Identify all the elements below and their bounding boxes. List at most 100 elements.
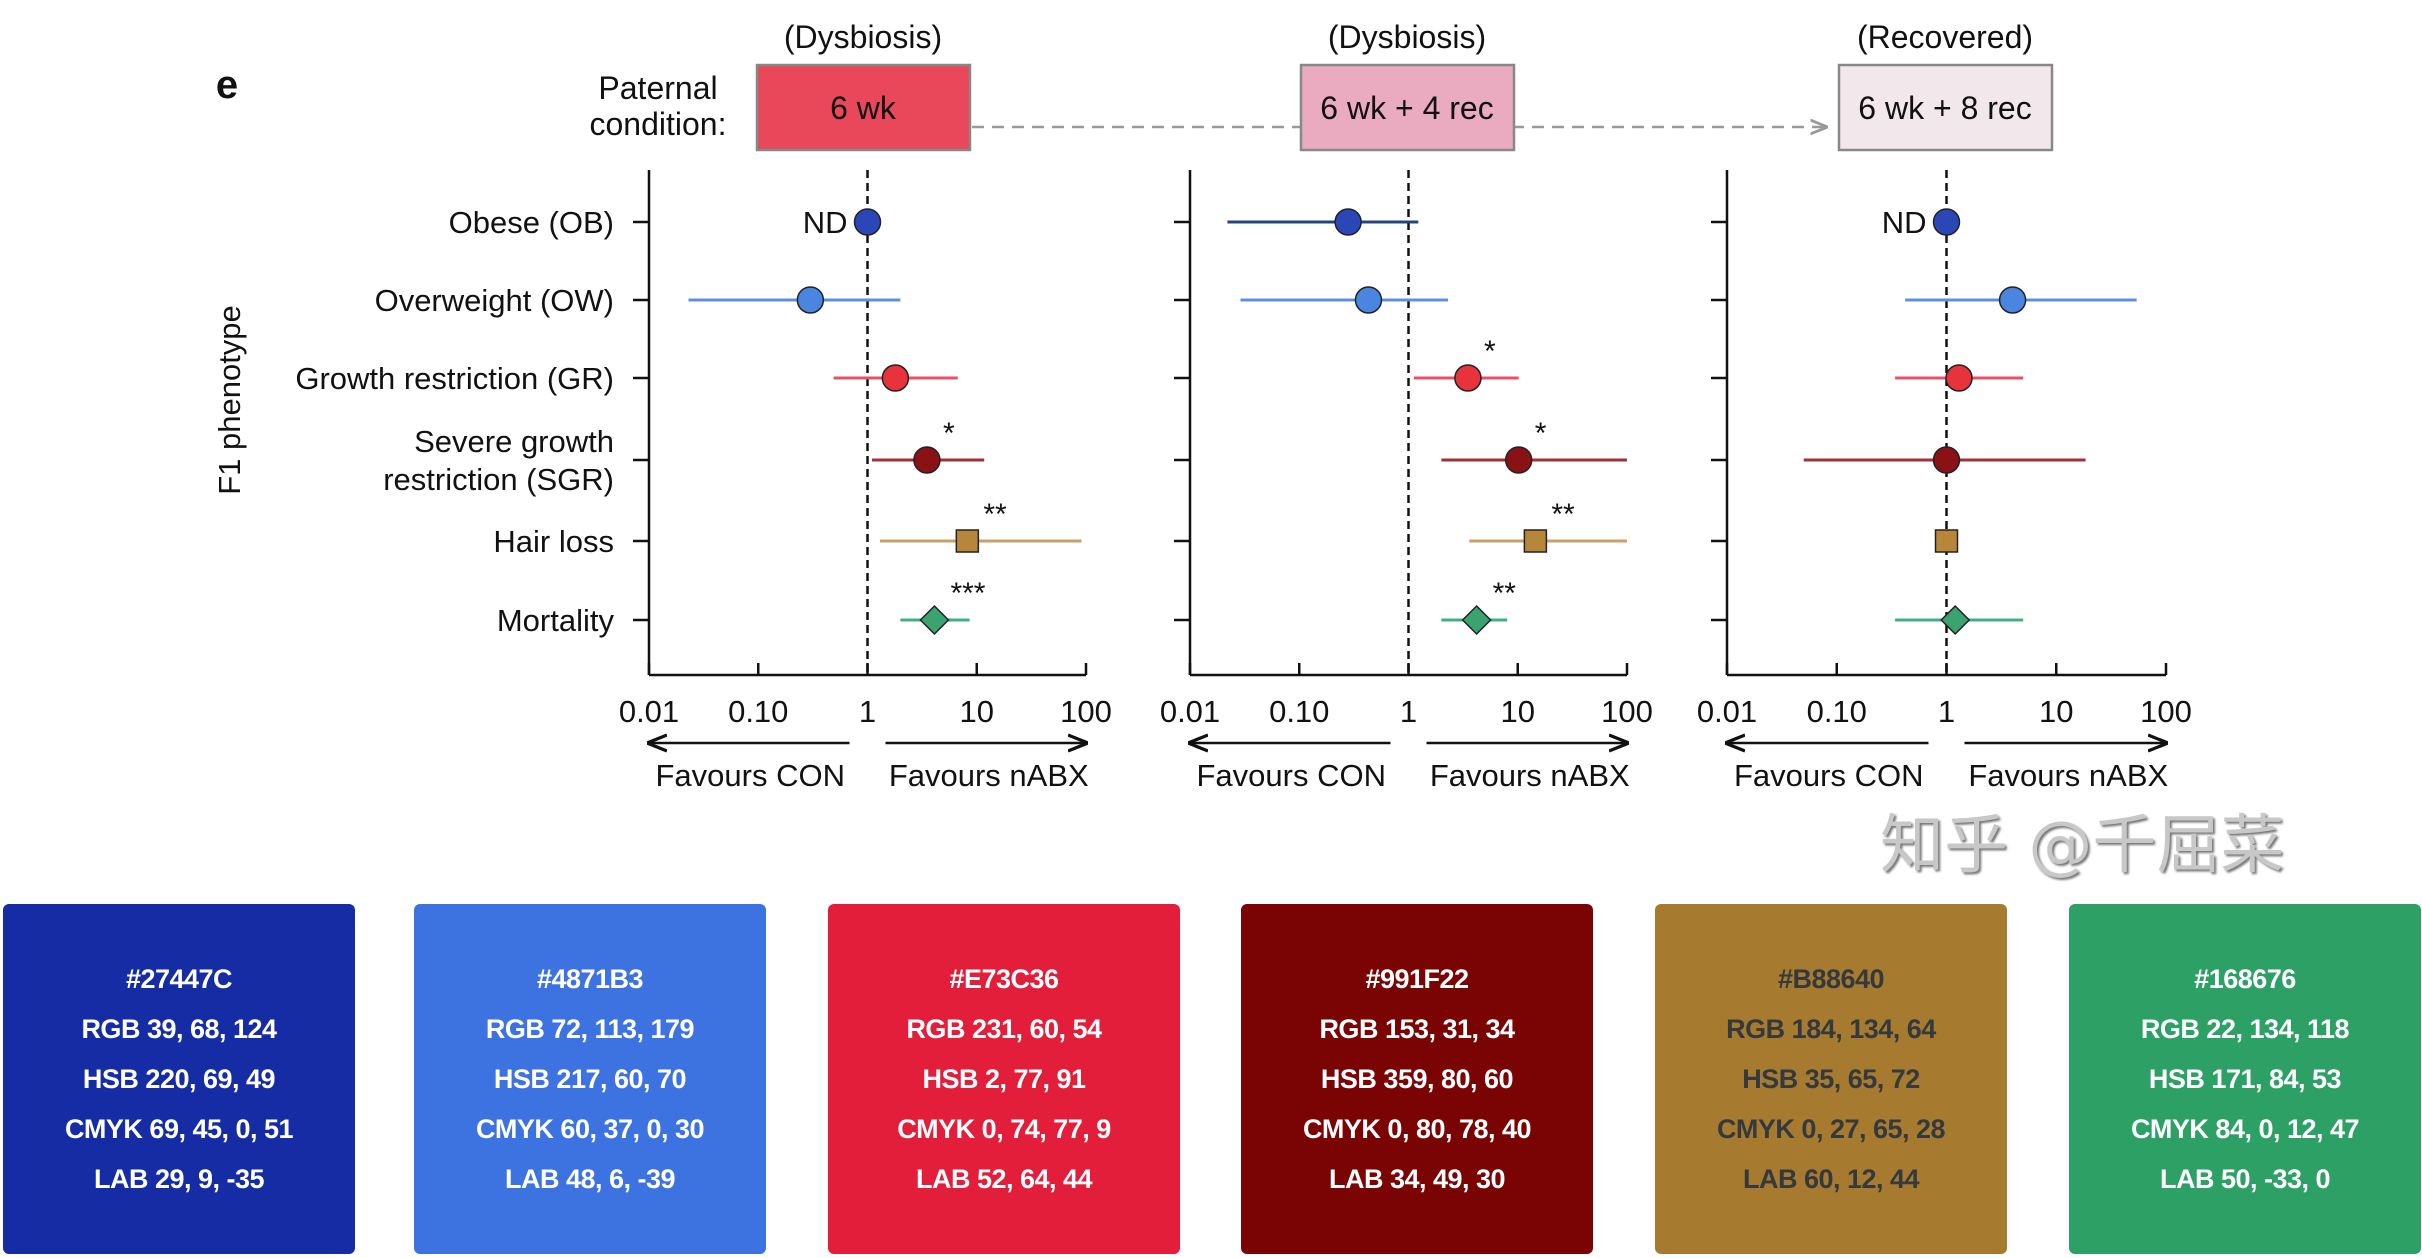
- swatch-cmyk: CMYK 0, 80, 78, 40: [1302, 1114, 1532, 1144]
- x-tick-label: 100: [2140, 694, 2192, 729]
- significance-label: **: [983, 498, 1007, 531]
- swatch-rgb: RGB 72, 113, 179: [485, 1014, 695, 1044]
- favours-con-label: Favours CON: [1197, 758, 1386, 793]
- condition-box: [1299, 63, 1516, 152]
- swatch-cmyk: CMYK 0, 74, 77, 9: [897, 1114, 1111, 1144]
- point-estimate: [1523, 529, 1548, 553]
- phenotype-label: Obese (OB): [449, 205, 614, 240]
- point-estimate: [955, 529, 980, 553]
- x-tick-label: 0.01: [1160, 694, 1220, 729]
- swatch-hex: #E73C36: [949, 964, 1059, 994]
- point-estimate: [1932, 446, 1961, 474]
- condition-box: [1837, 63, 2054, 152]
- color-swatch: #E73C36 RGB 231, 60, 54 HSB 2, 77, 91 CMYK …: [828, 904, 1180, 1254]
- favours-con-label: Favours CON: [1734, 758, 1923, 793]
- swatch-hsb: HSB 35, 65, 72: [1742, 1064, 1920, 1094]
- phenotype-label: Mortality: [497, 603, 615, 638]
- x-tick-label: 0.10: [728, 694, 788, 729]
- significance-label: **: [1493, 577, 1517, 610]
- panel-1: [633, 63, 1086, 743]
- state-label: (Recovered): [1857, 19, 2033, 55]
- panel-letter: e: [216, 63, 238, 107]
- swatch-lab: LAB 60, 12, 44: [1742, 1164, 1920, 1194]
- x-tick-label: 1: [859, 694, 876, 729]
- significance-label: ***: [950, 577, 985, 610]
- x-tick-label: 0.10: [1269, 694, 1329, 729]
- x-tick-label: 0.10: [1807, 694, 1867, 729]
- state-label: (Dysbiosis): [784, 19, 942, 55]
- phenotype-label: Overweight (OW): [375, 283, 614, 318]
- point-estimate: [1945, 364, 1973, 392]
- swatch-lab: LAB 50, -33, 0: [2159, 1164, 2331, 1194]
- swatch-hsb: HSB 359, 80, 60: [1320, 1064, 1514, 1094]
- point-estimate: [1461, 604, 1492, 636]
- significance-label: *: [1484, 335, 1496, 368]
- point-estimate: [1454, 364, 1482, 392]
- x-tick-label: 100: [1060, 694, 1112, 729]
- swatch-rgb: RGB 39, 68, 124: [81, 1014, 277, 1044]
- swatch-cmyk: CMYK 60, 37, 0, 30: [475, 1114, 705, 1144]
- panel-2: [1174, 63, 1627, 743]
- swatch-hsb: HSB 217, 60, 70: [493, 1064, 687, 1094]
- state-label: (Dysbiosis): [1328, 19, 1486, 55]
- favours-nabx-label: Favours nABX: [889, 758, 1089, 793]
- point-estimate: [919, 604, 950, 636]
- swatch-rgb: RGB 153, 31, 34: [1319, 1014, 1515, 1044]
- swatch-hsb: HSB 220, 69, 49: [82, 1064, 276, 1094]
- swatch-lab: LAB 34, 49, 30: [1328, 1164, 1506, 1194]
- favours-nabx-label: Favours nABX: [1968, 758, 2168, 793]
- nd-label: ND: [803, 205, 848, 240]
- paternal-condition-label: condition:: [590, 106, 727, 142]
- point-estimate: [1940, 604, 1971, 636]
- point-estimate: [1998, 286, 2027, 314]
- swatch-hex: #4871B3: [536, 964, 644, 994]
- swatch-lab: LAB 29, 9, -35: [93, 1164, 265, 1194]
- swatch-lab: LAB 48, 6, -39: [504, 1164, 676, 1194]
- point-estimate: [1354, 286, 1383, 314]
- significance-label: *: [943, 417, 955, 450]
- color-swatch: #B88640 RGB 184, 134, 64 HSB 35, 65, 72 CMY…: [1655, 904, 2007, 1254]
- x-tick-label: 10: [960, 694, 994, 729]
- point-estimate: [1932, 208, 1961, 236]
- favours-con-label: Favours CON: [656, 758, 845, 793]
- x-tick-label: 10: [1501, 694, 1535, 729]
- significance-label: **: [1551, 498, 1575, 531]
- point-estimate: [1334, 208, 1362, 236]
- swatch-hex: #168676: [2194, 964, 2296, 994]
- swatch-rgb: RGB 184, 134, 64: [1726, 1014, 1936, 1044]
- phenotype-label: Severe growth: [414, 424, 614, 459]
- favours-nabx-label: Favours nABX: [1430, 758, 1630, 793]
- swatch-lab: LAB 52, 64, 44: [915, 1164, 1093, 1194]
- x-tick-label: 1: [1938, 694, 1955, 729]
- condition-label: 6 wk + 4 rec: [1320, 90, 1493, 126]
- swatch-cmyk: CMYK 84, 0, 12, 47: [2130, 1114, 2360, 1144]
- x-tick-label: 1: [1400, 694, 1417, 729]
- condition-label: 6 wk: [830, 90, 897, 126]
- significance-label: *: [1535, 417, 1547, 450]
- swatch-rgb: RGB 22, 134, 118: [2140, 1014, 2350, 1044]
- color-swatch: #4871B3 RGB 72, 113, 179 HSB 217, 60, 70 CM…: [414, 904, 766, 1254]
- color-swatch: #991F22 RGB 153, 31, 34 HSB 359, 80, 60 CMY…: [1241, 904, 1593, 1254]
- x-tick-label: 10: [2039, 694, 2073, 729]
- condition-label: 6 wk + 8 rec: [1858, 90, 2031, 126]
- point-estimate: [881, 364, 910, 392]
- nd-label: ND: [1882, 205, 1927, 240]
- swatch-hex: #991F22: [1365, 964, 1469, 994]
- swatch-hsb: HSB 2, 77, 91: [922, 1064, 1086, 1094]
- color-swatch: #168676 RGB 22, 134, 118 HSB 171, 84, 53 CM…: [2069, 904, 2421, 1254]
- color-swatch: #27447C RGB 39, 68, 124 HSB 220, 69, 49 CMY…: [3, 904, 355, 1254]
- swatch-rgb: RGB 231, 60, 54: [906, 1014, 1102, 1044]
- swatch-cmyk: CMYK 69, 45, 0, 51: [64, 1114, 294, 1144]
- point-estimate: [1504, 446, 1533, 474]
- point-estimate: [796, 286, 825, 314]
- paternal-condition-label: Paternal: [598, 70, 717, 106]
- x-tick-label: 0.01: [619, 694, 679, 729]
- phenotype-label: Hair loss: [493, 524, 614, 559]
- phenotype-label: restriction (SGR): [383, 462, 614, 497]
- swatch-hsb: HSB 171, 84, 53: [2148, 1064, 2342, 1094]
- condition-box: [755, 63, 972, 152]
- swatch-hex: #27447C: [125, 964, 233, 994]
- y-axis-label: F1 phenotype: [212, 305, 247, 495]
- point-estimate: [913, 446, 941, 474]
